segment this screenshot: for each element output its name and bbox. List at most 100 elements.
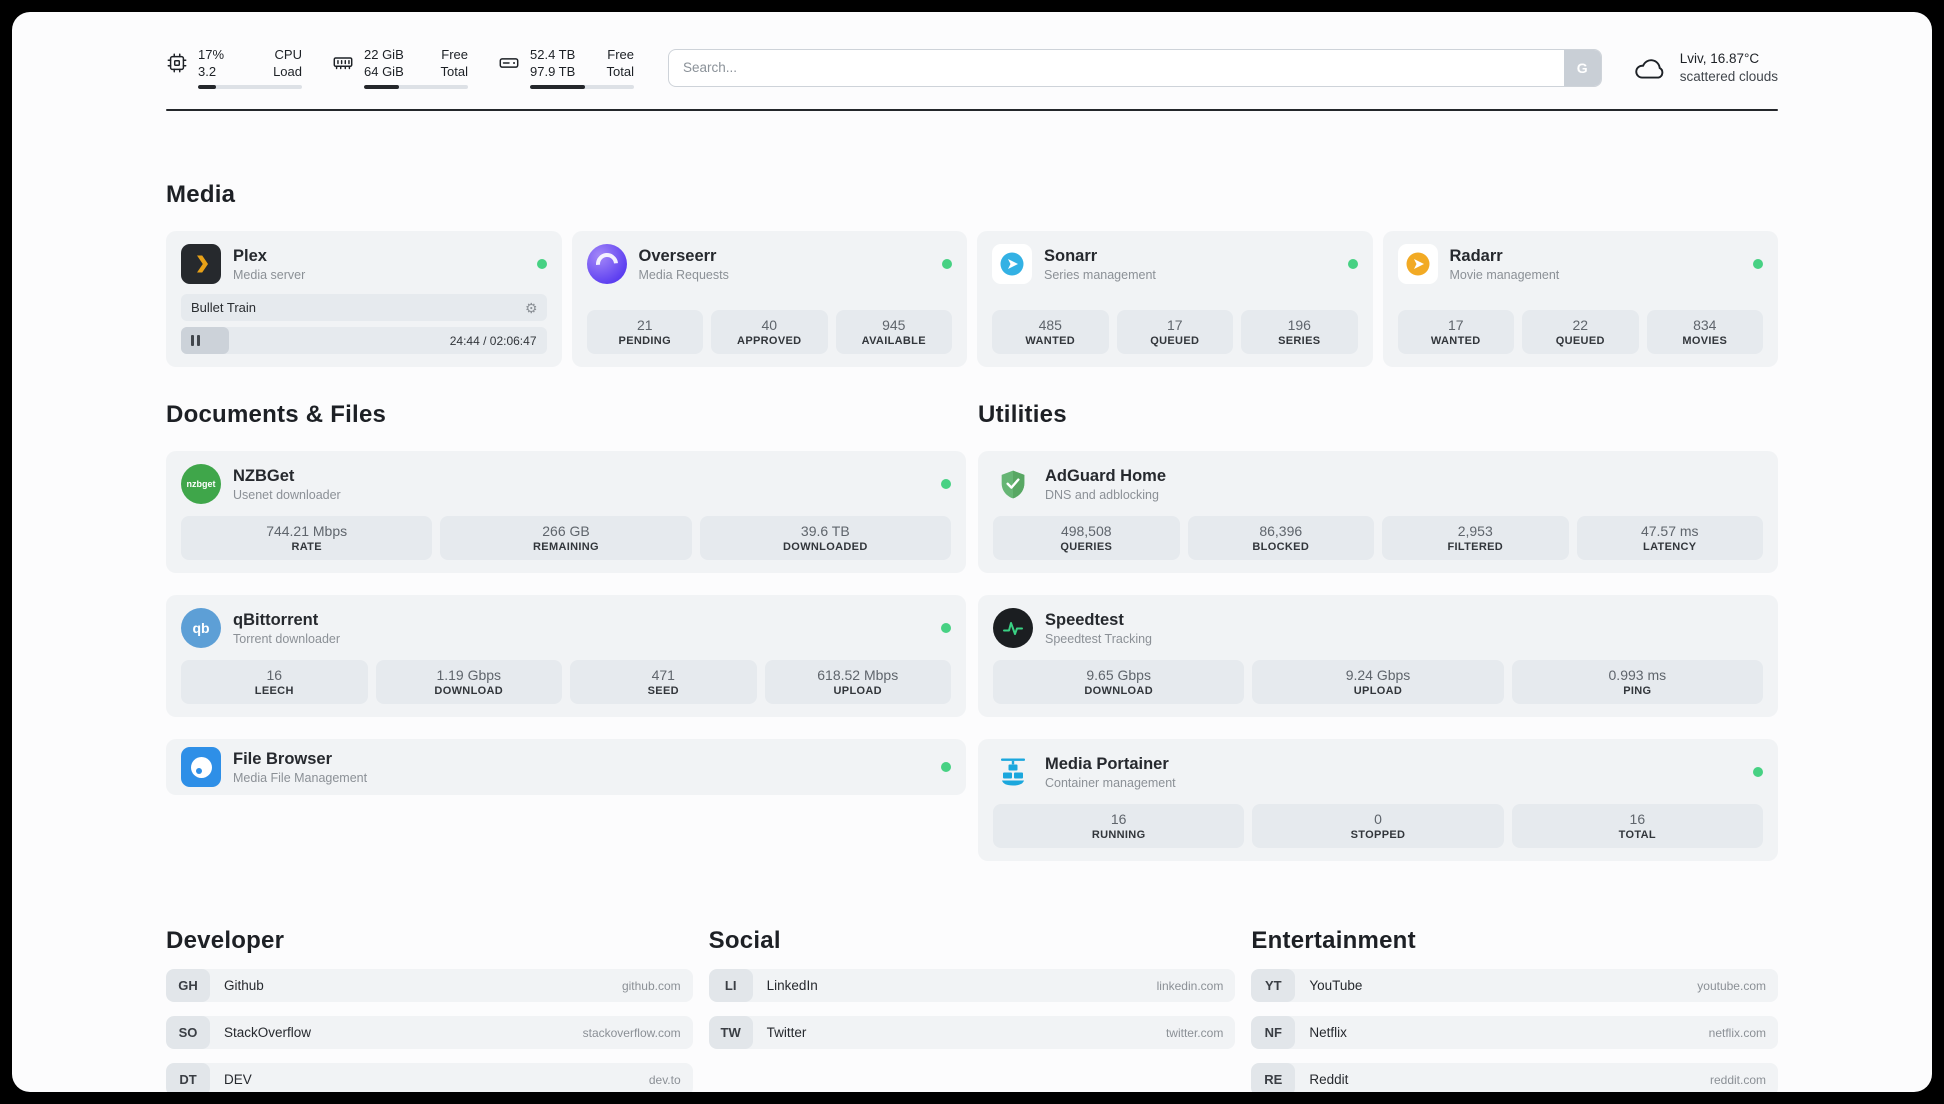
bookmark-netflix[interactable]: NF Netflix netflix.com [1251,1016,1778,1049]
disk-progress-bar [530,85,634,89]
stat-label: PING [1623,685,1652,697]
memory-progress-fill [364,85,400,89]
disk-total-value: 97.9 TB [530,64,576,79]
cpu-load-value: 3.2 [198,64,217,79]
stat-box: 945 AVAILABLE [835,310,952,354]
cpu-percent-value: 17% [198,47,225,62]
bookmark-url: github.com [621,978,681,993]
bookmark-name: Reddit [1309,1072,1349,1087]
filebrowser-card[interactable]: File Browser Media File Management [166,739,966,795]
stat-value: 498,508 [1060,523,1112,539]
gear-icon[interactable]: ⚙ [524,299,538,316]
stat-box: 16 RUNNING [993,804,1245,848]
sonarr-icon [992,244,1032,284]
header-divider [166,109,1778,111]
stat-value: 16 [1629,811,1646,827]
service-description: DNS and adblocking [1045,487,1159,502]
search-bar: G [668,48,1602,87]
utilities-section-title: Utilities [978,401,1067,428]
adguard-card[interactable]: AdGuard Home DNS and adblocking 498,508 Q… [978,451,1778,573]
disk-progress-fill [530,85,586,89]
topbar: 17% CPU 3.2 Load 22 GiB Free 64 GiB Total [166,46,1778,89]
stat-box: 618.52 Mbps UPLOAD [764,660,951,704]
stat-label: BLOCKED [1252,541,1310,553]
service-description: Media Requests [638,267,729,282]
bookmark-youtube[interactable]: YT YouTube youtube.com [1251,969,1778,1002]
bookmark-url: twitter.com [1165,1025,1224,1040]
stat-label: APPROVED [737,335,802,347]
stat-box: 39.6 TB DOWNLOADED [699,516,951,560]
weather-widget: Lviv, 16.87°C scattered clouds [1632,50,1778,86]
service-name: AdGuard Home [1045,466,1167,485]
stat-box: 498,508 QUERIES [993,516,1180,560]
nzbget-card[interactable]: nzbget NZBGet Usenet downloader 744.21 M… [166,451,966,573]
stat-box: 47.57 ms LATENCY [1576,516,1763,560]
stat-value: 744.21 Mbps [266,523,348,539]
stat-label: AVAILABLE [861,335,926,347]
social-section-title: Social [708,927,781,954]
speedtest-icon [993,608,1033,648]
stat-box: 0 STOPPED [1252,804,1504,848]
service-description: Speedtest Tracking [1045,631,1153,646]
bookmark-url: stackoverflow.com [582,1025,681,1040]
now-playing-title: Bullet Train [191,300,257,315]
portainer-card[interactable]: Media Portainer Container management 16 R… [978,739,1778,861]
service-name: Speedtest [1045,610,1124,629]
stat-value: 17 [1447,317,1464,333]
stat-value: 47.57 ms [1640,523,1699,539]
stat-label: DOWNLOAD [1084,685,1153,697]
stat-value: 0 [1374,811,1382,827]
stat-label: RATE [291,541,322,553]
bookmarks-section: Developer GH Github github.com SO StackO… [166,927,1778,1092]
social-column: Social LI LinkedIn linkedin.com TW Twitt… [708,927,1236,1092]
stat-label: TOTAL [1618,829,1656,841]
overseerr-card[interactable]: Overseerr Media Requests 21 PENDING 40 APP… [571,231,967,367]
status-online-dot [942,259,952,269]
disk-free-value: 52.4 TB [530,47,576,62]
memory-free-value: 22 GiB [364,47,404,62]
service-name: qBittorrent [233,610,319,629]
stat-label: WANTED [1430,335,1481,347]
speedtest-card[interactable]: Speedtest Speedtest Tracking 9.65 Gbps DO… [978,595,1778,717]
cloud-icon [1632,54,1668,82]
stat-value: 1.19 Gbps [436,667,502,683]
status-online-dot [941,623,951,633]
nzbget-icon: nzbget [181,464,221,504]
status-online-dot [536,259,547,269]
stat-label: DOWNLOADED [783,541,868,553]
service-description: Usenet downloader [233,487,341,502]
bookmark-linkedin[interactable]: LI LinkedIn linkedin.com [708,969,1236,1002]
service-description: Media server [233,267,306,282]
pause-button[interactable] [181,327,229,354]
bookmark-twitter[interactable]: TW Twitter twitter.com [708,1016,1236,1049]
stat-box: 266 GB REMAINING [440,516,692,560]
bookmark-github[interactable]: GH Github github.com [166,969,693,1002]
bookmark-reddit[interactable]: RE Reddit reddit.com [1251,1063,1778,1092]
stat-value: 40 [761,317,778,333]
cpu-metric: 17% CPU 3.2 Load [166,46,302,89]
search-input[interactable] [668,48,1602,87]
qbittorrent-card[interactable]: qb qBittorrent Torrent downloader 16 LEEC… [166,595,966,717]
search-engine-button[interactable]: G [1563,49,1601,86]
stat-value: 266 GB [542,523,590,539]
service-description: Series management [1044,267,1156,282]
bookmark-url: dev.to [648,1072,681,1087]
documents-section-title: Documents & Files [166,401,387,428]
bookmark-dev[interactable]: DT DEV dev.to [166,1063,693,1092]
stat-box: 86,396 BLOCKED [1187,516,1374,560]
service-name: Radarr [1449,246,1503,265]
cpu-label: CPU [274,47,302,62]
qbittorrent-icon: qb [181,608,221,648]
bookmark-abbr: RE [1251,1063,1296,1092]
sonarr-card[interactable]: Sonarr Series management 485 WANTED 17 QUE… [977,231,1373,367]
overseerr-icon [586,244,627,284]
plex-card[interactable]: Plex Media server Bullet Train ⚙ 24:44 /… [166,231,562,367]
service-name: Media Portainer [1045,754,1169,773]
radarr-card[interactable]: Radarr Movie management 17 WANTED 22 QUEUE… [1382,231,1778,367]
bookmark-stackoverflow[interactable]: SO StackOverflow stackoverflow.com [166,1016,693,1049]
stat-box: 2,953 FILTERED [1382,516,1569,560]
stat-box: 40 APPROVED [711,310,828,354]
player-progress-bar[interactable]: 24:44 / 02:06:47 [181,327,547,354]
memory-icon [332,52,354,74]
bookmark-abbr: GH [166,969,210,1002]
